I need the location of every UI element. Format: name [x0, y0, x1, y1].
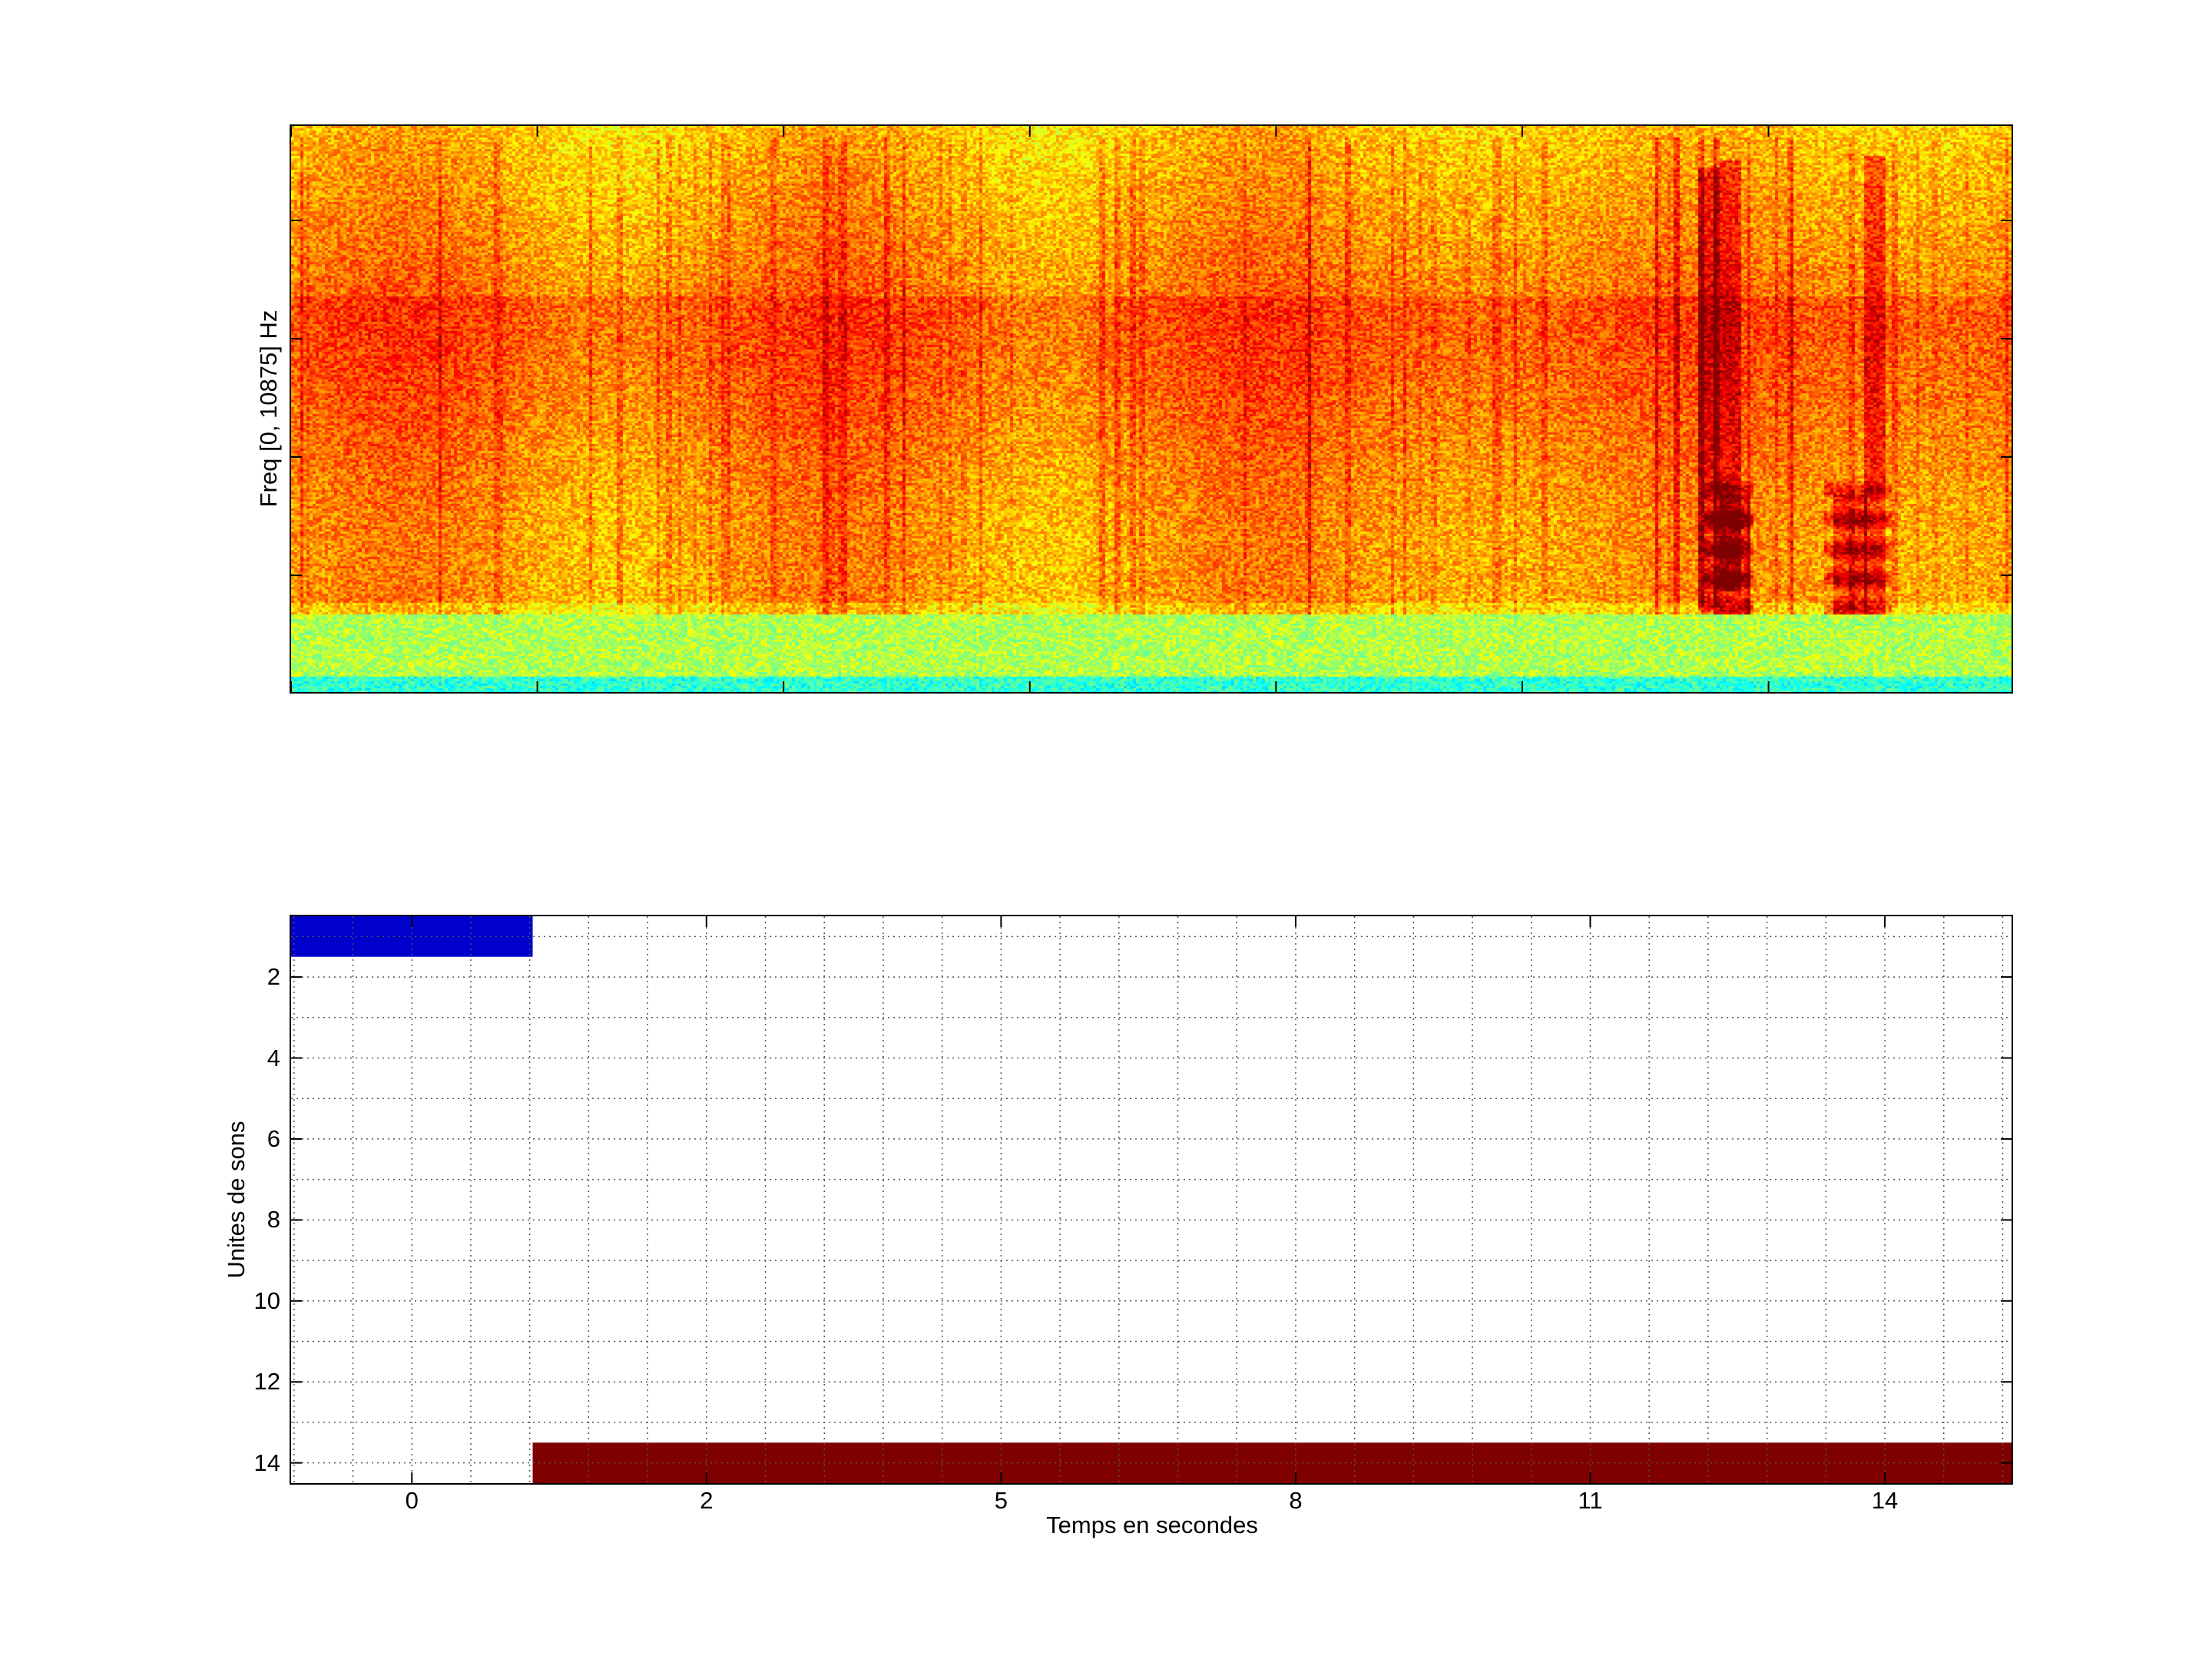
y-tick-label: 10 — [253, 1286, 280, 1314]
x-tick-label: 14 — [1871, 1487, 1899, 1514]
y-tick-label: 12 — [253, 1368, 280, 1396]
units-axes — [290, 915, 2013, 1485]
units-ylabel: Unites de sons — [223, 1121, 250, 1279]
spectrogram-axes — [290, 124, 2013, 694]
x-tick-label: 0 — [405, 1487, 419, 1514]
x-tick-label: 11 — [1578, 1487, 1603, 1514]
y-tick-label: 8 — [267, 1206, 280, 1233]
spectrogram-ylabel: Freq [0, 10875] Hz — [255, 310, 282, 508]
y-tick-label: 14 — [253, 1449, 280, 1476]
y-tick-label: 6 — [267, 1124, 280, 1152]
y-tick-label: 4 — [267, 1044, 280, 1071]
units-plot — [291, 916, 2012, 1483]
x-tick-label: 5 — [994, 1487, 1008, 1514]
y-tick-label: 2 — [267, 963, 280, 991]
x-tick-label: 2 — [700, 1487, 714, 1514]
spectrogram-ticks — [290, 126, 2012, 692]
x-tick-label: 8 — [1289, 1487, 1303, 1514]
spectrogram-image — [291, 126, 2012, 692]
units-xlabel: Temps en secondes — [1046, 1512, 1258, 1538]
